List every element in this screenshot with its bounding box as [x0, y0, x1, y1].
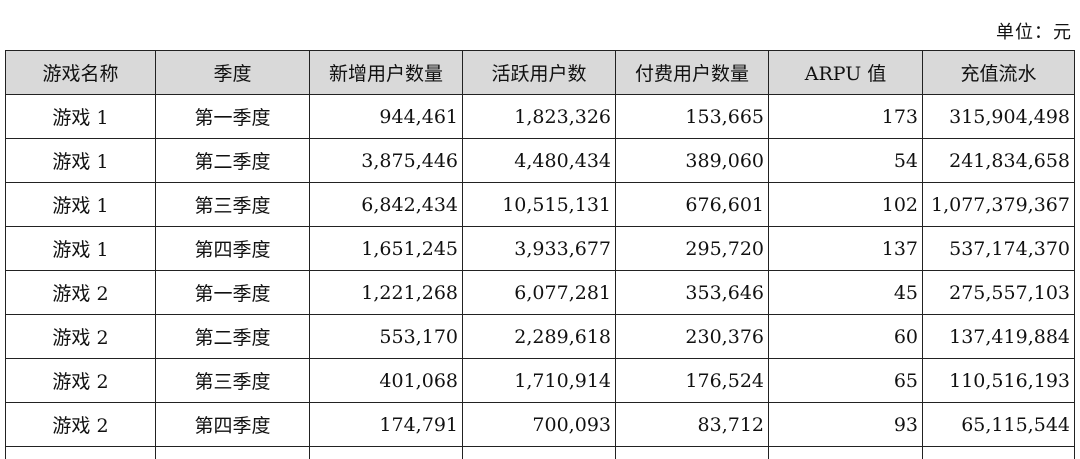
header-quarter: 季度 — [155, 50, 310, 95]
cell-active-users: 10,515,131 — [462, 182, 616, 227]
cell-recharge: 137,419,884 — [922, 314, 1075, 359]
cell-arpu: 137 — [768, 226, 923, 271]
cell-active-users: 1,823,326 — [462, 94, 616, 139]
cell-active-users: 6,077,281 — [462, 270, 616, 315]
cell-paying-users: 176,524 — [615, 358, 769, 403]
cell-arpu: 65 — [768, 358, 923, 403]
table-row: 游戏 1 第四季度 1,651,245 3,933,677 295,720 13… — [5, 226, 1075, 271]
table-row: 游戏 2 第一季度 1,221,268 6,077,281 353,646 45… — [5, 270, 1075, 315]
cell-new-users: 174,791 — [309, 402, 463, 447]
table-row: 游戏 2 第三季度 401,068 1,710,914 176,524 65 1… — [5, 358, 1075, 403]
header-active-users: 活跃用户数 — [462, 50, 616, 95]
cell-arpu: 60 — [768, 314, 923, 359]
cell-quarter: 第一季度 — [155, 270, 310, 315]
cell-paying-users: 83,712 — [615, 402, 769, 447]
empty-cell — [5, 446, 156, 459]
cell-recharge: 110,516,193 — [922, 358, 1075, 403]
cell-arpu: 102 — [768, 182, 923, 227]
cell-quarter: 第一季度 — [155, 94, 310, 139]
cell-recharge: 275,557,103 — [922, 270, 1075, 315]
cell-recharge: 315,904,498 — [922, 94, 1075, 139]
header-row: 游戏名称 季度 新增用户数量 活跃用户数 付费用户数量 ARPU 值 充值流水 — [5, 50, 1075, 95]
table-row: 游戏 1 第三季度 6,842,434 10,515,131 676,601 1… — [5, 182, 1075, 227]
cell-new-users: 1,221,268 — [309, 270, 463, 315]
cell-new-users: 6,842,434 — [309, 182, 463, 227]
empty-cell — [462, 446, 616, 459]
cell-new-users: 3,875,446 — [309, 138, 463, 183]
cell-game-name: 游戏 1 — [5, 182, 156, 227]
cell-paying-users: 389,060 — [615, 138, 769, 183]
cell-game-name: 游戏 1 — [5, 138, 156, 183]
cell-arpu: 173 — [768, 94, 923, 139]
data-table: 游戏名称 季度 新增用户数量 活跃用户数 付费用户数量 ARPU 值 充值流水 … — [5, 50, 1075, 459]
cell-quarter: 第二季度 — [155, 138, 310, 183]
table-row: 游戏 2 第四季度 174,791 700,093 83,712 93 65,1… — [5, 402, 1075, 447]
cell-arpu: 45 — [768, 270, 923, 315]
cell-game-name: 游戏 2 — [5, 402, 156, 447]
cell-recharge: 537,174,370 — [922, 226, 1075, 271]
cell-game-name: 游戏 2 — [5, 358, 156, 403]
cell-active-users: 1,710,914 — [462, 358, 616, 403]
cell-quarter: 第四季度 — [155, 226, 310, 271]
cell-quarter: 第二季度 — [155, 314, 310, 359]
cell-arpu: 93 — [768, 402, 923, 447]
header-new-users: 新增用户数量 — [309, 50, 463, 95]
cell-paying-users: 353,646 — [615, 270, 769, 315]
cell-game-name: 游戏 2 — [5, 270, 156, 315]
cell-quarter: 第三季度 — [155, 182, 310, 227]
table-row: 游戏 1 第一季度 944,461 1,823,326 153,665 173 … — [5, 94, 1075, 139]
cell-arpu: 54 — [768, 138, 923, 183]
cell-new-users: 553,170 — [309, 314, 463, 359]
cell-quarter: 第四季度 — [155, 402, 310, 447]
cell-paying-users: 230,376 — [615, 314, 769, 359]
cell-new-users: 944,461 — [309, 94, 463, 139]
header-game-name: 游戏名称 — [5, 50, 156, 95]
header-arpu: ARPU 值 — [768, 50, 923, 95]
header-paying-users: 付费用户数量 — [615, 50, 769, 95]
cell-recharge: 65,115,544 — [922, 402, 1075, 447]
cell-paying-users: 676,601 — [615, 182, 769, 227]
cell-active-users: 2,289,618 — [462, 314, 616, 359]
table-row: 游戏 1 第二季度 3,875,446 4,480,434 389,060 54… — [5, 138, 1075, 183]
empty-cell — [615, 446, 769, 459]
cell-game-name: 游戏 1 — [5, 94, 156, 139]
cell-active-users: 4,480,434 — [462, 138, 616, 183]
cell-quarter: 第三季度 — [155, 358, 310, 403]
cell-recharge: 241,834,658 — [922, 138, 1075, 183]
empty-cell — [768, 446, 923, 459]
empty-cell — [922, 446, 1075, 459]
empty-cell — [155, 446, 310, 459]
cell-game-name: 游戏 2 — [5, 314, 156, 359]
header-recharge: 充值流水 — [922, 50, 1075, 95]
cell-active-users: 3,933,677 — [462, 226, 616, 271]
cell-new-users: 401,068 — [309, 358, 463, 403]
cell-game-name: 游戏 1 — [5, 226, 156, 271]
cell-paying-users: 153,665 — [615, 94, 769, 139]
table-row: 游戏 2 第二季度 553,170 2,289,618 230,376 60 1… — [5, 314, 1075, 359]
unit-label: 单位：元 — [996, 22, 1072, 43]
cell-new-users: 1,651,245 — [309, 226, 463, 271]
cell-active-users: 700,093 — [462, 402, 616, 447]
table-row-cut-off — [5, 446, 1075, 459]
cell-paying-users: 295,720 — [615, 226, 769, 271]
empty-cell — [309, 446, 463, 459]
cell-recharge: 1,077,379,367 — [922, 182, 1075, 227]
